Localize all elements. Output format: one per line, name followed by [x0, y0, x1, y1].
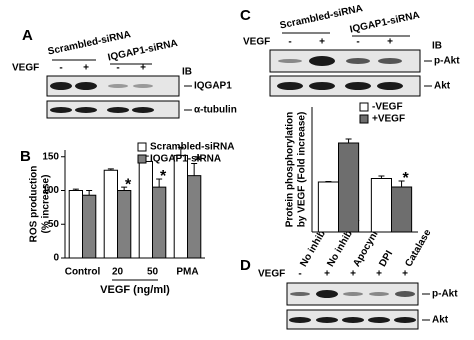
bar [68, 190, 83, 259]
x-tick-label: 20 [112, 267, 124, 278]
treatment: + [402, 269, 408, 280]
band [345, 82, 371, 90]
legend-swatch [359, 114, 369, 124]
bar [370, 178, 392, 233]
blot [269, 49, 421, 73]
band [378, 58, 402, 64]
bar [173, 154, 188, 259]
band [368, 317, 390, 323]
band [278, 59, 302, 63]
significance: * [195, 153, 202, 170]
row-label: VEGF [243, 37, 270, 48]
y-tick-label: 100 [42, 185, 59, 196]
legend-label: IQGAP1-siRNA [150, 154, 221, 165]
treatment: + [376, 269, 382, 280]
x-axis-label: VEGF (ng/ml) [100, 284, 170, 296]
band-label: p-Akt [432, 289, 458, 300]
legend-label: Scrambled-siRNA [150, 142, 234, 153]
significance: * [160, 168, 167, 185]
band [342, 317, 364, 323]
band [107, 107, 129, 113]
y-tick-label: 50 [48, 219, 60, 230]
band [289, 317, 311, 323]
band [290, 292, 310, 296]
treatment: + [324, 269, 330, 280]
ib-label: IB [182, 67, 192, 78]
panel-label: C [240, 7, 251, 24]
band [75, 82, 97, 90]
band [132, 107, 154, 113]
treatment: - [288, 37, 291, 48]
panel-label: A [22, 27, 33, 44]
panel-label: B [20, 148, 31, 165]
band [277, 82, 303, 90]
treatment: - [298, 269, 301, 280]
bar [82, 194, 97, 259]
x-tick-label: Control [65, 267, 101, 278]
bar [138, 160, 153, 259]
band [309, 82, 335, 90]
row-label: VEGF [12, 63, 39, 74]
bar [117, 190, 132, 259]
y-tick-label: 150 [42, 151, 59, 162]
band [343, 292, 363, 296]
band [395, 291, 415, 297]
legend-label: -VEGF [372, 102, 403, 113]
bar [338, 142, 360, 233]
band-label: α-tubulin [194, 105, 237, 116]
panel-label: D [240, 257, 251, 274]
band [346, 58, 370, 64]
y-axis-label: by VEGF (Fold increase) [297, 112, 308, 228]
treatment: - [356, 37, 359, 48]
row-label: VEGF [258, 269, 285, 280]
significance: * [125, 176, 132, 193]
treatment: + [319, 37, 325, 48]
significance: * [402, 170, 409, 187]
lane-label: DPI [377, 249, 395, 269]
band [394, 317, 416, 323]
treatment: - [59, 63, 62, 74]
treatment: + [350, 269, 356, 280]
bar [152, 186, 167, 259]
band [377, 82, 403, 90]
x-tick-label: 50 [147, 267, 159, 278]
treatment: + [387, 37, 393, 48]
band-label: Akt [432, 315, 449, 326]
band [75, 107, 97, 113]
x-tick-label: PMA [176, 267, 198, 278]
legend-swatch [137, 154, 147, 164]
bar [391, 186, 413, 233]
y-axis-label: ROS production [29, 166, 40, 243]
y-axis-label: (% increase) [41, 175, 52, 234]
treatment: + [140, 63, 146, 74]
y-tick-label: 0 [53, 253, 59, 264]
ib-label: IB [432, 41, 442, 52]
band [133, 84, 153, 88]
band [316, 317, 338, 323]
legend-swatch [359, 102, 369, 112]
band [50, 82, 72, 90]
legend-label: +VEGF [372, 114, 405, 125]
treatment: - [116, 63, 119, 74]
band [108, 84, 128, 88]
band [50, 107, 72, 113]
lane-label: Catalase [403, 227, 433, 269]
bar [187, 175, 202, 259]
y-axis-label: Protein phosphorylation [285, 112, 296, 228]
band [316, 290, 338, 298]
band-label: IQGAP1 [194, 81, 232, 92]
bar [317, 181, 339, 233]
bar [103, 169, 118, 259]
band-label: Akt [434, 81, 451, 92]
band [309, 56, 335, 66]
treatment: + [83, 63, 89, 74]
band-label: p-Akt [434, 56, 460, 67]
legend-swatch [137, 142, 147, 152]
band [369, 292, 389, 296]
